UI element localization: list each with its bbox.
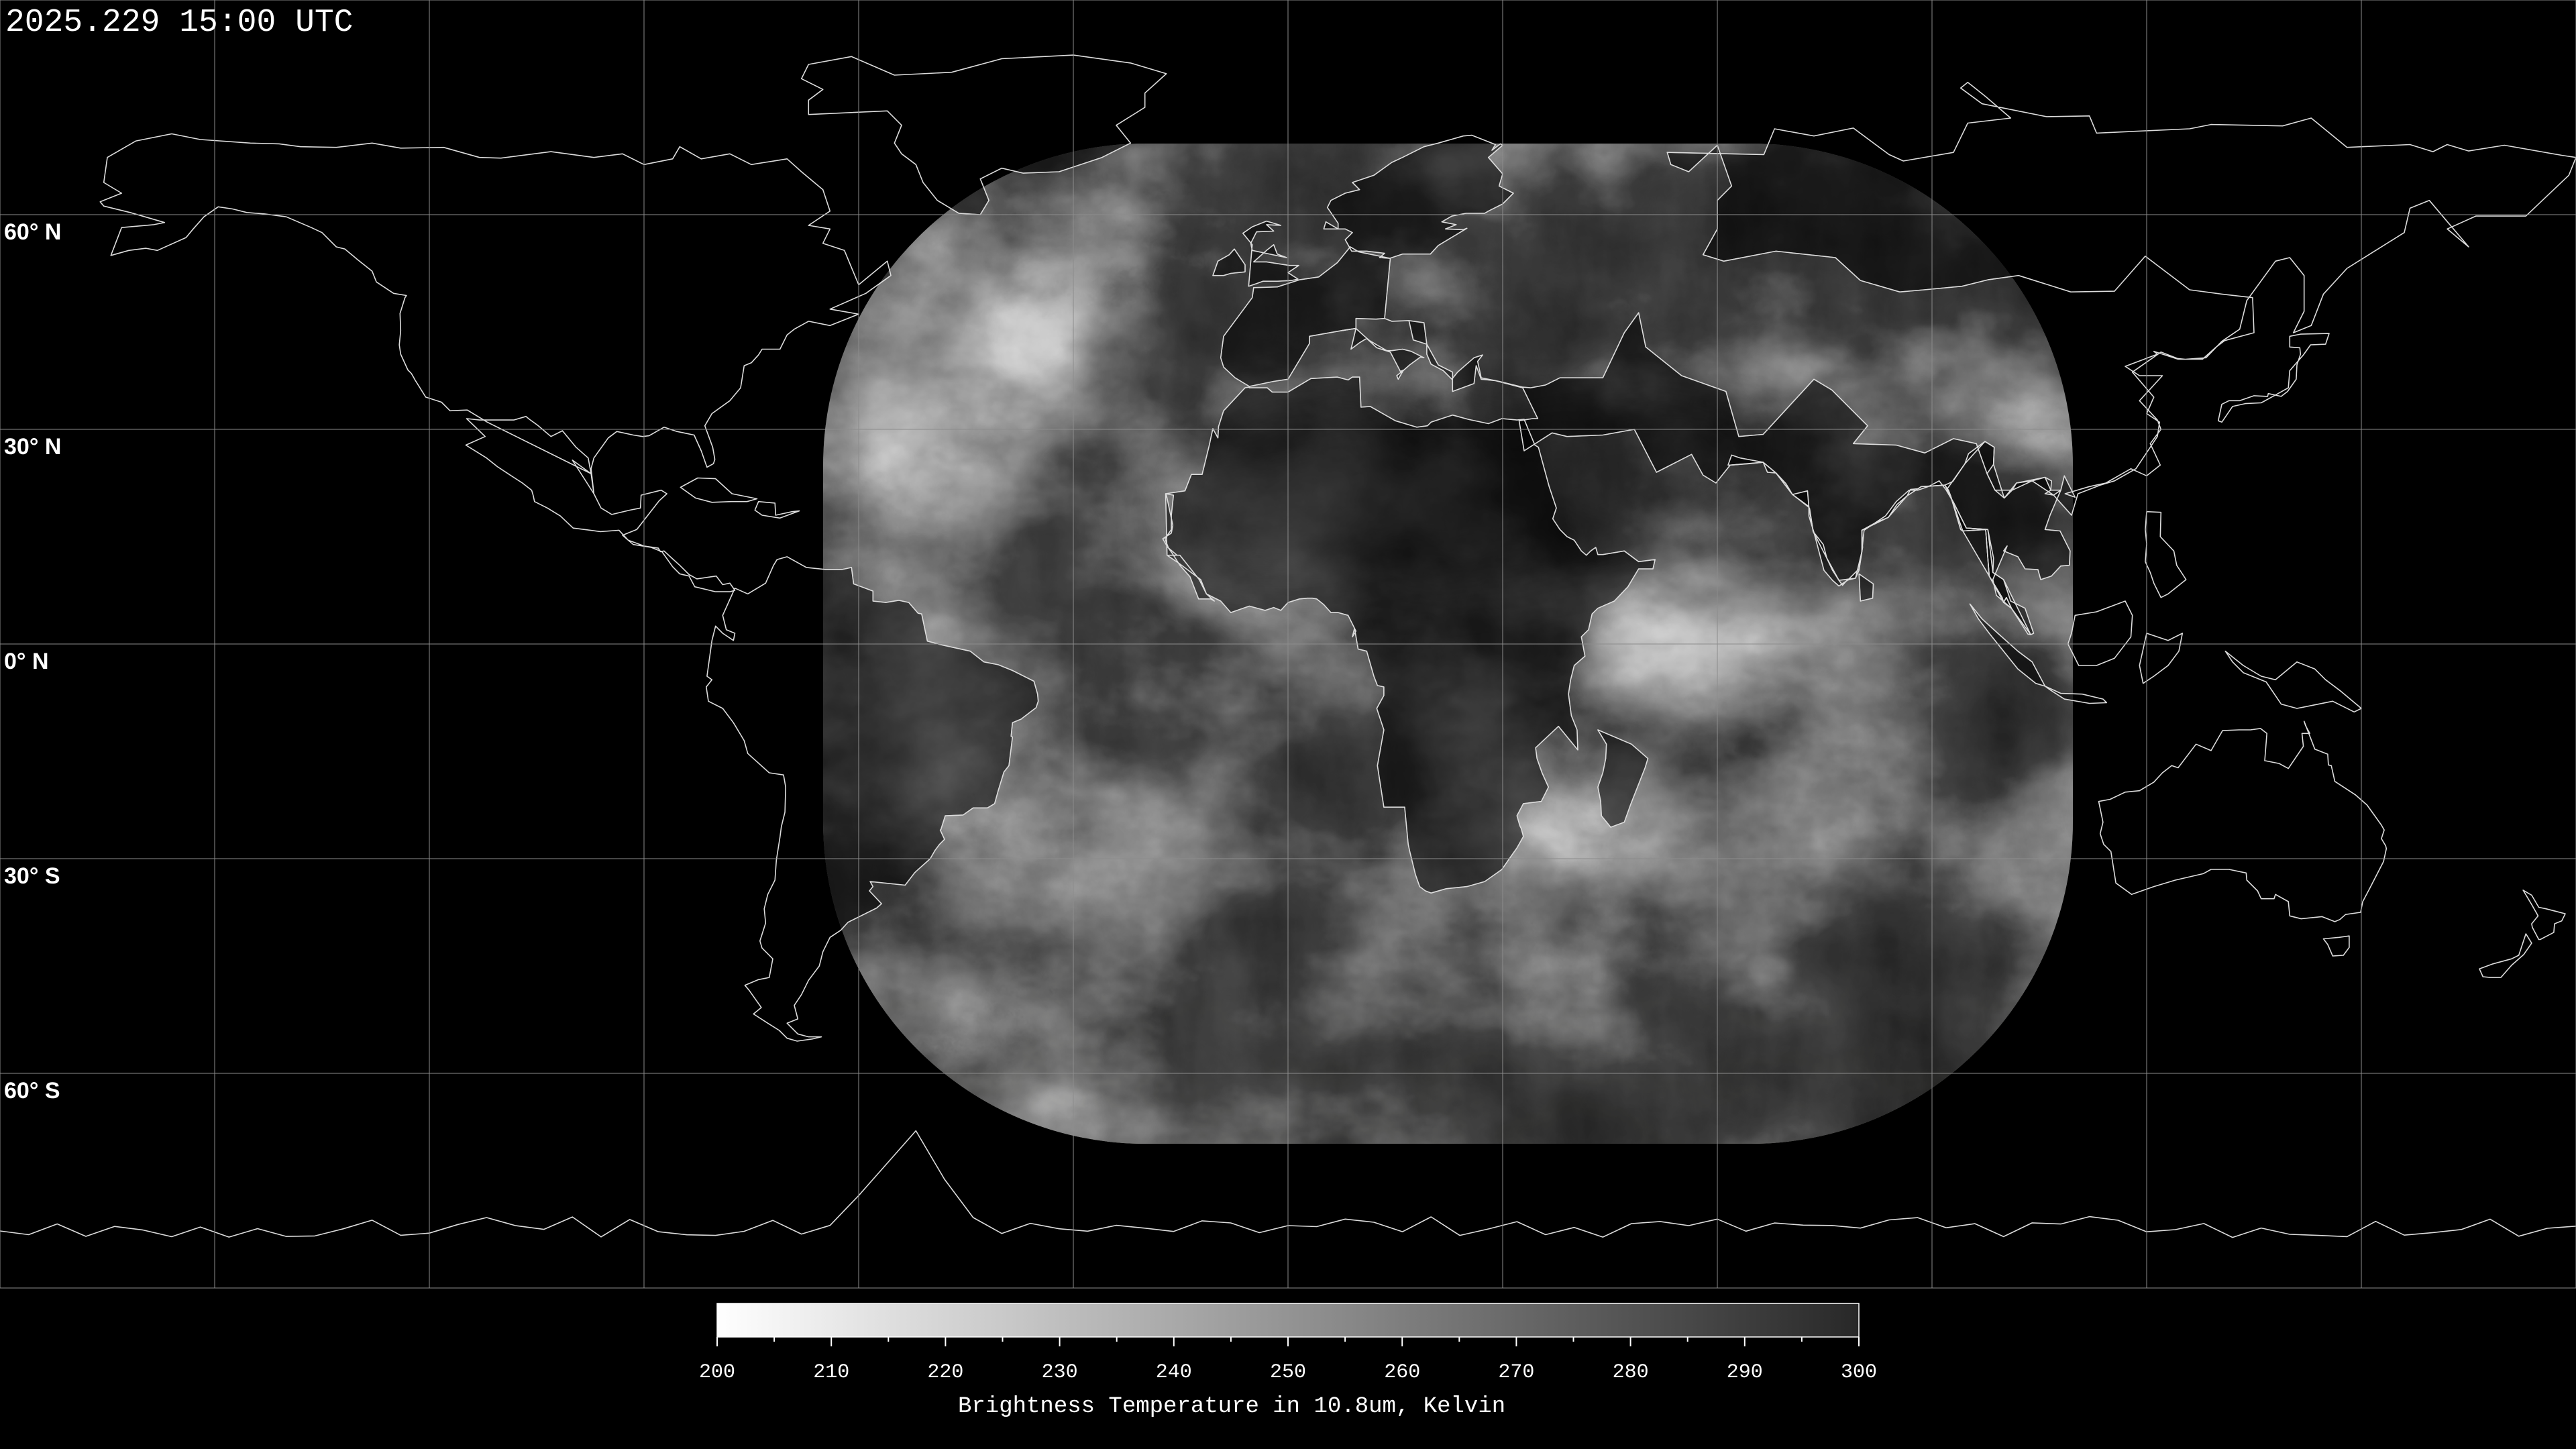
svg-text:240: 240 [1156,1361,1192,1384]
svg-text:30° N: 30° N [4,434,61,460]
svg-text:300: 300 [1841,1361,1877,1384]
svg-text:30° S: 30° S [4,863,60,889]
svg-text:220: 220 [927,1361,963,1384]
svg-text:200: 200 [699,1361,735,1384]
svg-text:250: 250 [1270,1361,1306,1384]
svg-text:60° S: 60° S [4,1078,60,1104]
svg-text:270: 270 [1498,1361,1534,1384]
svg-text:280: 280 [1613,1361,1649,1384]
svg-text:260: 260 [1384,1361,1420,1384]
svg-text:290: 290 [1727,1361,1763,1384]
svg-text:210: 210 [813,1361,849,1384]
svg-text:0° N: 0° N [4,649,49,674]
svg-text:230: 230 [1042,1361,1078,1384]
svg-text:2025.229 15:00 UTC: 2025.229 15:00 UTC [5,5,353,41]
svg-text:Brightness Temperature in 10.8: Brightness Temperature in 10.8um, Kelvin [958,1394,1505,1419]
svg-text:60° N: 60° N [4,219,61,245]
